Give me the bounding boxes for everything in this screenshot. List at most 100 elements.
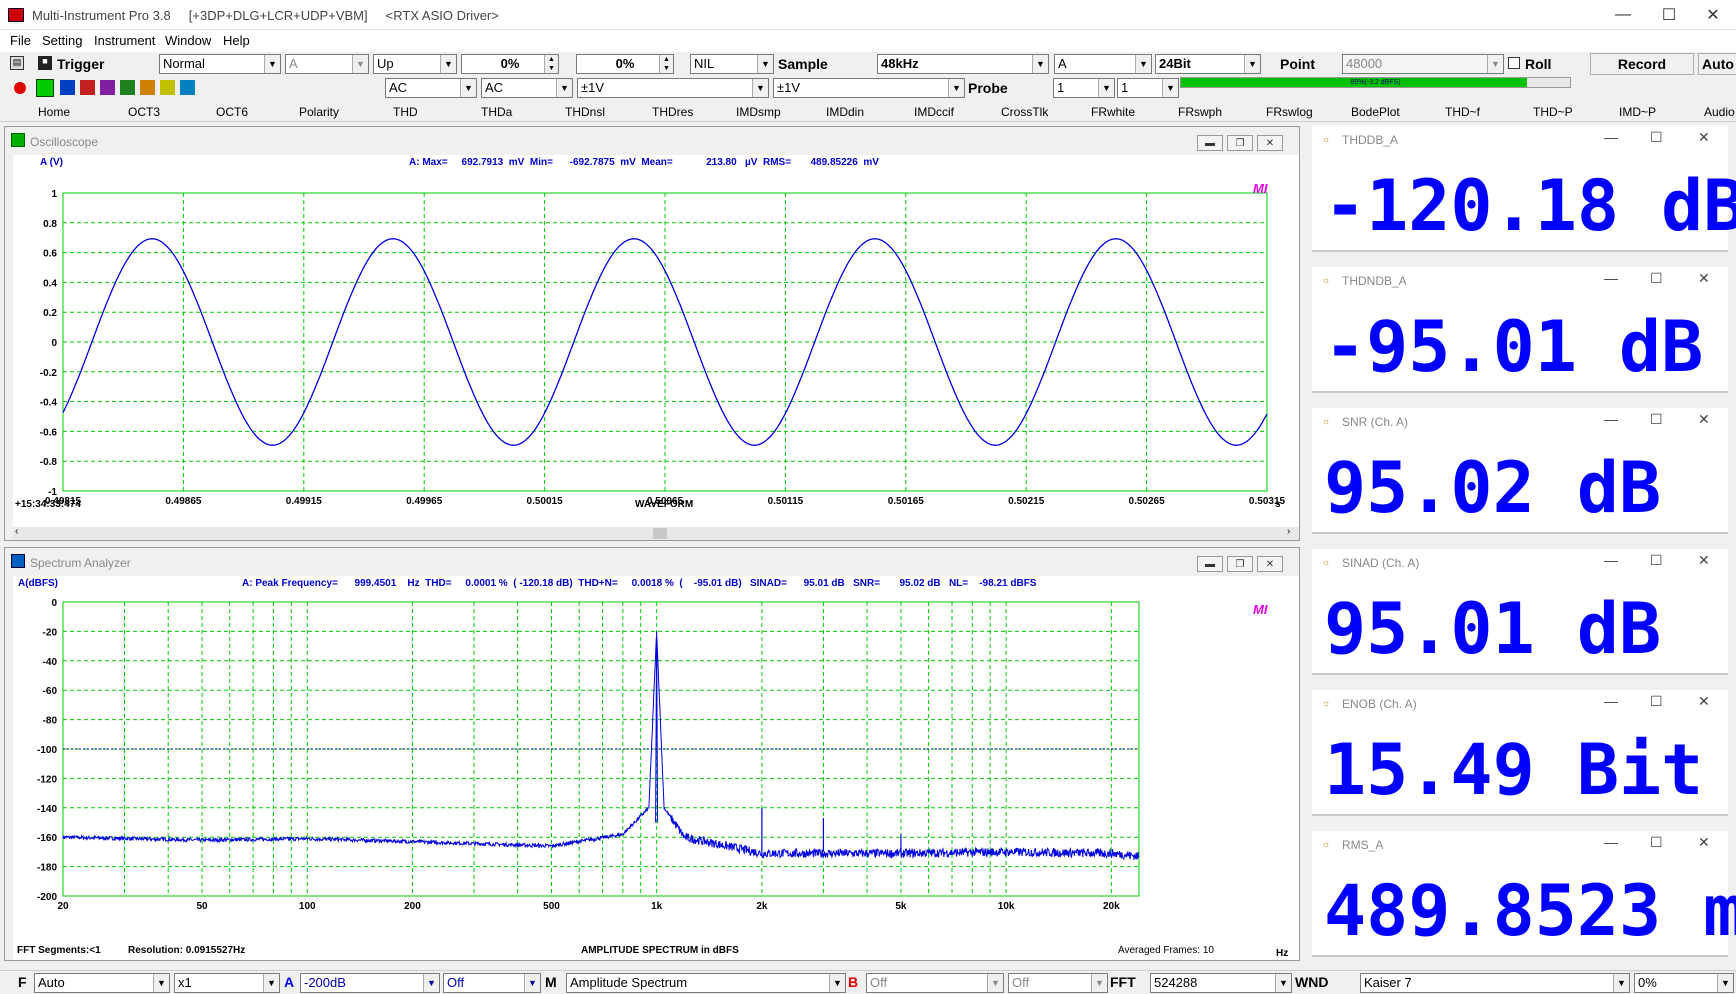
tab-thda[interactable]: THDa: [481, 105, 513, 119]
measurement-mode-select[interactable]: Amplitude Spectrum ▼: [566, 973, 846, 993]
meter-maximize-button[interactable]: ☐: [1650, 129, 1663, 145]
coupling-b-select[interactable]: AC ▼: [481, 78, 573, 98]
record-button[interactable]: Record: [1590, 53, 1694, 75]
run-instrument-icon[interactable]: [36, 79, 54, 97]
meter-maximize-button[interactable]: ☐: [1650, 693, 1663, 709]
probe-a-select[interactable]: 1 ▼: [1053, 78, 1115, 98]
spectrum-icon[interactable]: [80, 80, 95, 95]
oscilloscope-chart[interactable]: 1 0.8 0.6 0.4 0.2 0 -0.2 -0.4 -0.6 -0.8 -1 0.49815…: [13, 155, 1299, 527]
tab-thdres[interactable]: THDres: [652, 105, 694, 119]
osc-minimize-button[interactable]: ▬: [1197, 135, 1223, 151]
trigger-source-select[interactable]: NIL ▼: [690, 54, 774, 74]
meter-close-button[interactable]: ✕: [1698, 129, 1710, 145]
menu-window[interactable]: Window: [165, 33, 212, 48]
tab-thd[interactable]: THD: [393, 105, 418, 119]
frequency-mode-select[interactable]: Auto ▼: [34, 973, 170, 993]
spec-close-button[interactable]: ✕: [1257, 556, 1283, 572]
spec-minimize-button[interactable]: ▬: [1197, 556, 1223, 572]
menu-help[interactable]: Help: [223, 33, 250, 48]
meter-close-button[interactable]: ✕: [1698, 693, 1710, 709]
trigger-level-spinner[interactable]: 0% ▲ ▼: [461, 54, 559, 74]
meter-close-button[interactable]: ✕: [1698, 552, 1710, 568]
tab-imdsmp[interactable]: IMDsmp: [736, 105, 781, 119]
tab-home[interactable]: Home: [38, 105, 71, 119]
sample-channel-select[interactable]: A ▼: [1054, 54, 1152, 74]
meter-maximize-button[interactable]: ☐: [1650, 270, 1663, 286]
menu-file[interactable]: File: [10, 33, 31, 48]
tab-polarity[interactable]: Polarity: [299, 105, 340, 119]
tab-frwhite[interactable]: FRwhite: [1091, 105, 1136, 119]
meter-minimize-button[interactable]: —: [1604, 270, 1618, 286]
amplitude-floor-select[interactable]: -200dB ▼: [300, 973, 440, 993]
trigger-mode-select[interactable]: Normal ▼: [159, 54, 281, 74]
bit-depth-select[interactable]: 24Bit ▼: [1155, 54, 1261, 74]
coupling-a-select[interactable]: AC ▼: [385, 78, 477, 98]
overlap-select[interactable]: 0% ▼: [1634, 973, 1734, 993]
generator-icon[interactable]: [120, 80, 135, 95]
tab-oct6[interactable]: OCT6: [216, 105, 249, 119]
range-b-select[interactable]: ±1V ▼: [773, 78, 965, 98]
tab-crosstlk[interactable]: CrossTlk: [1001, 105, 1049, 119]
meter-minimize-button[interactable]: —: [1604, 129, 1618, 145]
meter-minimize-button[interactable]: —: [1604, 834, 1618, 850]
meter-minimize-button[interactable]: —: [1604, 411, 1618, 427]
probe-b-select[interactable]: 1 ▼: [1117, 78, 1179, 98]
scroll-right-icon[interactable]: ›: [1287, 526, 1291, 537]
close-button[interactable]: ✕: [1706, 7, 1720, 24]
tab-oct3[interactable]: OCT3: [128, 105, 161, 119]
osc-close-button[interactable]: ✕: [1257, 135, 1283, 151]
meter-minimize-button[interactable]: —: [1604, 552, 1618, 568]
tab-thdnsl[interactable]: THDnsl: [565, 105, 606, 119]
osc-horizontal-scrollbar[interactable]: ‹ ›: [13, 526, 1299, 540]
range-a-select[interactable]: ±1V ▼: [577, 78, 769, 98]
lcr-meter-icon[interactable]: [180, 80, 195, 95]
tab-imddin[interactable]: IMDdin: [826, 105, 865, 119]
tab-imd-p[interactable]: IMD~P: [1619, 105, 1657, 119]
scroll-left-icon[interactable]: ‹: [15, 526, 19, 537]
meter-maximize-button[interactable]: ☐: [1650, 552, 1663, 568]
tab-frswph[interactable]: FRswph: [1178, 105, 1223, 119]
zoom-scale-select[interactable]: x1 ▼: [174, 973, 280, 993]
window-function-select[interactable]: Kaiser 7 ▼: [1360, 973, 1630, 993]
scrollbar-thumb[interactable]: [653, 528, 667, 539]
oscilloscope-icon[interactable]: [60, 80, 75, 95]
meter-maximize-button[interactable]: ☐: [1650, 411, 1663, 427]
auto-button[interactable]: Auto: [1698, 53, 1736, 75]
osc-restore-button[interactable]: ❐: [1227, 135, 1253, 151]
spec-restore-button[interactable]: ❐: [1227, 556, 1253, 572]
minimize-button[interactable]: —: [1615, 6, 1631, 23]
tab-bodeplot[interactable]: BodePlot: [1351, 105, 1400, 119]
menu-instrument[interactable]: Instrument: [94, 33, 156, 48]
meter-close-button[interactable]: ✕: [1698, 411, 1710, 427]
multimeter-icon[interactable]: [100, 80, 115, 95]
channel-a-function-select[interactable]: Off ▼: [443, 973, 541, 993]
meter-minimize-button[interactable]: —: [1604, 693, 1618, 709]
save-icon[interactable]: ■: [38, 56, 52, 70]
meter-maximize-button[interactable]: ☐: [1650, 834, 1663, 850]
trigger-delay-spinner[interactable]: 0% ▲ ▼: [576, 54, 674, 74]
record-dot-icon[interactable]: [14, 82, 26, 94]
open-file-icon[interactable]: ▤: [10, 56, 24, 70]
channel-b-function-select[interactable]: Off ▼: [1008, 973, 1108, 993]
points-select[interactable]: 48000 ▼: [1342, 54, 1504, 74]
roll-checkbox[interactable]: [1508, 57, 1520, 69]
menu-setting[interactable]: Setting: [42, 33, 83, 48]
trigger-edge-select[interactable]: Up ▼: [373, 54, 457, 74]
data-logger-icon[interactable]: [140, 80, 155, 95]
meter-close-button[interactable]: ✕: [1698, 834, 1710, 850]
tab-thd-f[interactable]: THD~f: [1445, 105, 1481, 119]
tab-imdccif[interactable]: IMDccif: [914, 105, 954, 119]
sample-rate-select[interactable]: 48kHz ▼: [877, 54, 1049, 74]
tab-audio[interactable]: Audio: [1704, 105, 1735, 119]
fft-size-select[interactable]: 524288 ▼: [1150, 973, 1292, 993]
maximize-button[interactable]: ☐: [1661, 7, 1677, 24]
spectrum-3d-icon[interactable]: [160, 80, 175, 95]
channel-b-range-select[interactable]: Off ▼: [866, 973, 1004, 993]
trigger-channel-select[interactable]: A ▼: [285, 54, 369, 74]
tab-thd-p[interactable]: THD~P: [1533, 105, 1573, 119]
spectrum-chart[interactable]: 0 -20 -40 -60 -80 -100 -120 -140 -160 -180 -200 20…: [13, 576, 1299, 960]
chevron-down-icon: ▼: [1032, 55, 1048, 73]
osc-y-tick: 0.6: [43, 249, 57, 260]
meter-close-button[interactable]: ✕: [1698, 270, 1710, 286]
tab-frswlog[interactable]: FRswlog: [1266, 105, 1313, 119]
